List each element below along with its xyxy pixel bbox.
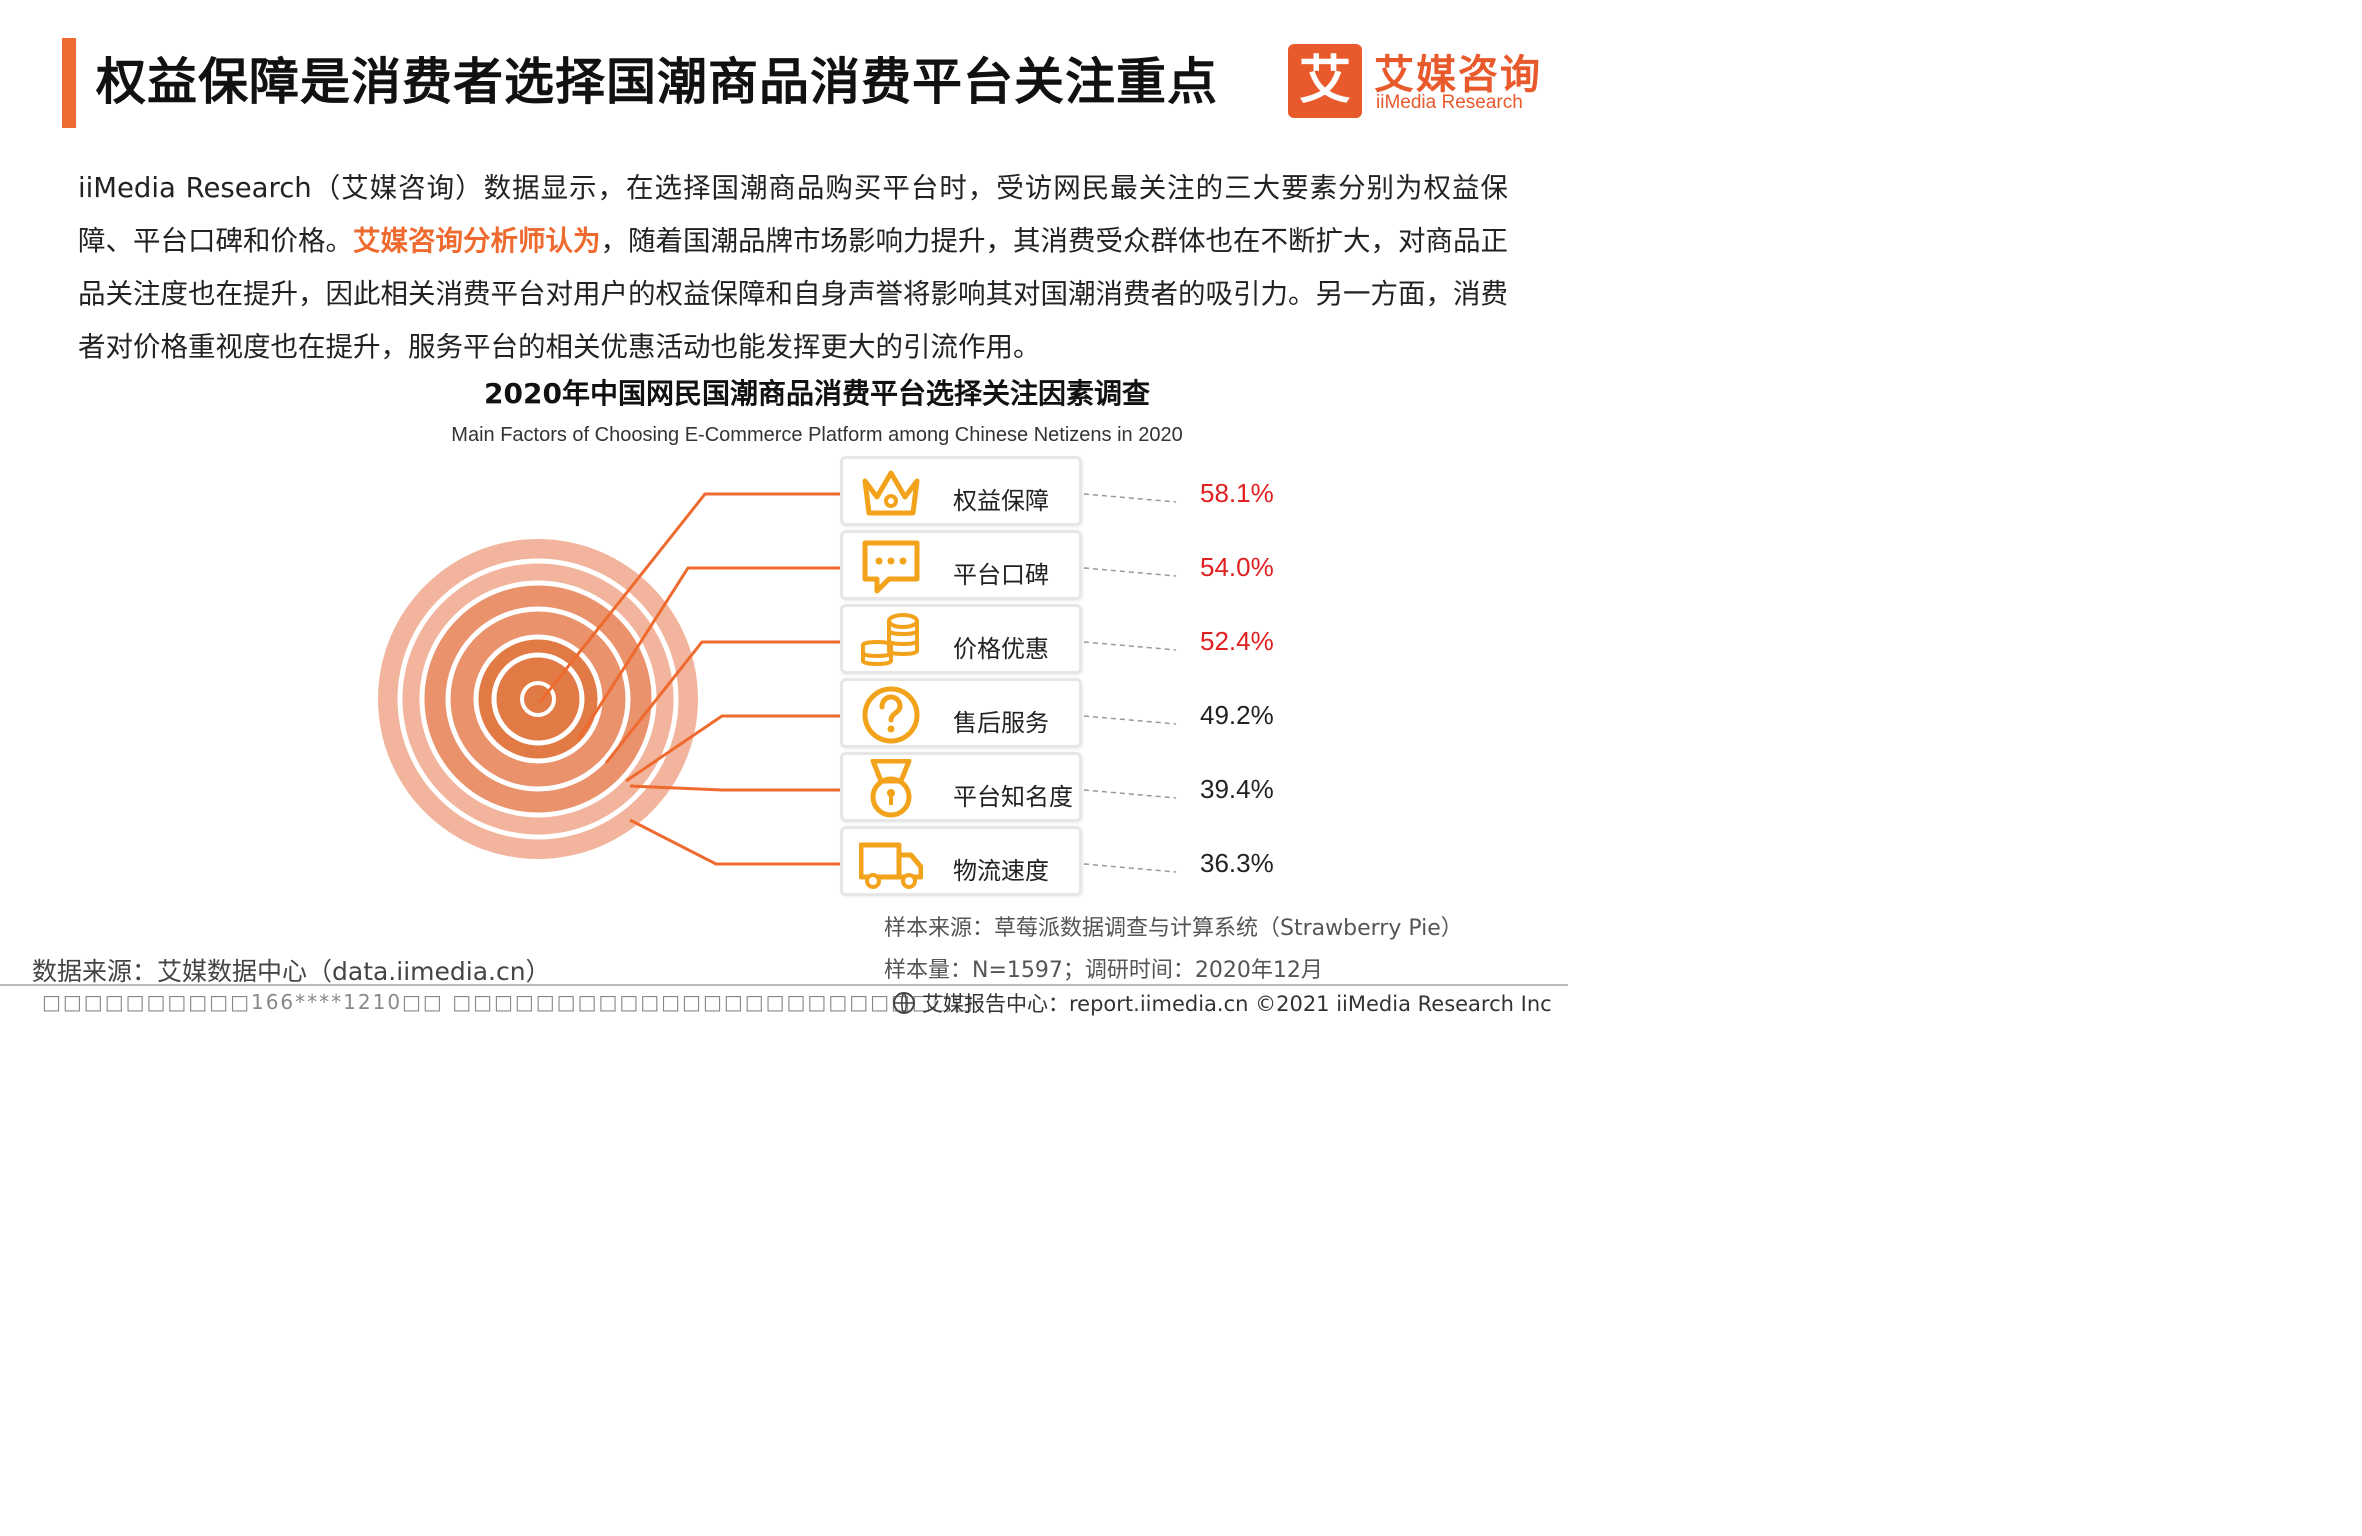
medal-icon xyxy=(859,758,923,819)
coins-icon xyxy=(859,611,923,671)
data-source: 数据来源：艾媒数据中心（data.iimedia.cn） xyxy=(32,957,551,986)
connector-line xyxy=(629,818,840,866)
factor-value: 54.0% xyxy=(1200,552,1274,582)
factor-label: 售后服务 xyxy=(953,709,1049,737)
connector-line xyxy=(576,566,840,741)
report-center-text: 艾媒报告中心：report.iimedia.cn ©2021 iiMedia R… xyxy=(922,992,1552,1016)
chat-bubble-icon xyxy=(859,537,923,597)
leader-dash xyxy=(1083,493,1177,503)
ring-outline xyxy=(419,580,657,818)
chart-title: 2020年中国网民国潮商品消费平台选择关注因素调查 xyxy=(484,377,1150,410)
ring-outline xyxy=(491,652,585,746)
connector-lines xyxy=(538,492,840,866)
truck-icon xyxy=(858,833,924,893)
factor-label: 权益保障 xyxy=(953,487,1049,515)
sample-source: 样本来源：草莓派数据调查与计算系统（Strawberry Pie） xyxy=(884,916,1463,941)
iimedia-logo: 艾 艾媒咨询 iiMedia Research xyxy=(1288,42,1540,120)
factor-value: 58.1% xyxy=(1200,478,1274,508)
factor-chart xyxy=(378,492,1177,873)
factor-label: 平台知名度 xyxy=(953,783,1073,811)
leader-dash xyxy=(1083,789,1177,799)
report-center-line: 艾媒报告中心：report.iimedia.cn ©2021 iiMedia R… xyxy=(892,988,1552,1018)
intro-paragraph: iiMedia Research（艾媒咨询）数据显示，在选择国潮商品购买平台时，… xyxy=(78,162,1508,374)
leader-dash xyxy=(1083,715,1177,725)
logo-chinese-name: 艾媒咨询 xyxy=(1374,52,1542,98)
factor-value: 39.4% xyxy=(1200,774,1274,804)
factor-value: 49.2% xyxy=(1200,700,1274,730)
leader-dashes xyxy=(1083,493,1177,873)
intro-text-1: iiMedia Research（艾媒咨询）数据显示，在选择国潮商品购买平台时，… xyxy=(78,172,1508,257)
connector-line xyxy=(625,714,840,783)
intro-text-2: ，随着国潮品牌市场影响力提升，其消费受众群体也在不断扩大，对商品正品关注度也在提… xyxy=(78,225,1508,363)
leader-dash xyxy=(1083,641,1177,651)
footer-divider xyxy=(0,984,1568,986)
factor-label: 平台口碑 xyxy=(953,561,1049,589)
factor-label: 价格优惠 xyxy=(953,635,1049,663)
leader-dash xyxy=(1083,863,1177,873)
factor-card: 价格优惠 xyxy=(840,604,1082,674)
intro-highlight: 艾媒咨询分析师认为 xyxy=(353,225,601,257)
title-accent-bar xyxy=(62,38,76,128)
factor-label: 物流速度 xyxy=(953,857,1049,885)
factor-card: 售后服务 xyxy=(840,678,1082,748)
target-rings xyxy=(378,539,698,859)
ring-outline xyxy=(473,634,603,764)
factor-card: 平台知名度 xyxy=(840,752,1082,822)
connector-line xyxy=(604,640,840,764)
leader-dash xyxy=(1083,567,1177,577)
factor-card: 平台口碑 xyxy=(840,530,1082,600)
logo-mark: 艾 xyxy=(1288,44,1362,118)
factor-card: 物流速度 xyxy=(840,826,1082,896)
ring-outline xyxy=(520,681,556,717)
page-title: 权益保障是消费者选择国潮商品消费平台关注重点 xyxy=(96,53,1218,111)
chart-subtitle: Main Factors of Choosing E-Commerce Plat… xyxy=(451,424,1183,446)
factor-value: 52.4% xyxy=(1200,626,1274,656)
ring-outline xyxy=(397,558,679,840)
globe-icon xyxy=(893,992,915,1014)
ring-outline xyxy=(445,606,631,792)
factor-card: 权益保障 xyxy=(840,456,1082,526)
question-icon xyxy=(859,685,923,745)
factor-value: 36.3% xyxy=(1200,848,1274,878)
connector-line xyxy=(629,784,840,792)
sample-size: 样本量：N=1597；调研时间：2020年12月 xyxy=(884,958,1323,983)
logo-english-name: iiMedia Research xyxy=(1376,92,1523,113)
watermark-text: □□□□□□□□□□166****1210□□ □□□□□□□□□□□□□□□□… xyxy=(42,990,975,1014)
connector-line xyxy=(538,492,840,703)
crown-icon xyxy=(859,463,923,523)
